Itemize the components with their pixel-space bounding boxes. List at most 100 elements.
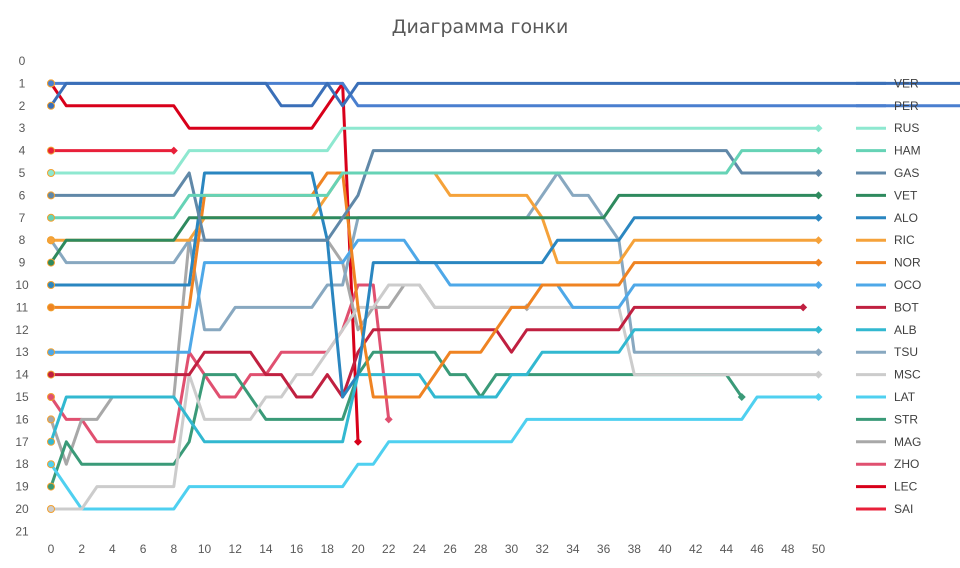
legend-label: LEC [894,480,918,494]
legend-item-bot: BOT [856,300,919,314]
legend-item-ric: RIC [856,233,915,247]
series-line-vet [49,193,820,265]
series-line-lat [49,395,820,511]
x-tick-label: 48 [781,542,795,556]
x-tick-label: 4 [109,542,116,556]
x-tick-label: 26 [443,542,457,556]
series-end-point [384,415,393,424]
series-start-point [47,415,55,424]
series-end-point [169,146,178,155]
x-tick-label: 30 [505,542,519,556]
y-tick-label: 14 [15,368,29,382]
series-start-point [47,169,55,177]
y-tick-label: 16 [15,412,29,426]
series-line-lec [49,81,360,444]
legend-item-alb: ALB [856,323,917,337]
x-tick-label: 40 [658,542,672,556]
y-tick-label: 8 [19,233,26,247]
legend-label: NOR [894,256,921,270]
series-end-point [814,213,823,222]
legend-label: ALO [894,211,918,225]
series-end-point [814,258,823,267]
legend-label: VET [894,188,918,202]
y-tick-label: 5 [19,166,26,180]
legend-item-lec: LEC [856,480,918,494]
legend-item-gas: GAS [856,166,919,180]
legend-item-lat: LAT [856,390,916,404]
series-start-point [47,393,55,401]
legend-item-oco: OCO [856,278,921,292]
legend-item-per: PER [856,99,919,113]
series-end-point [814,236,823,245]
series-end-point [799,303,808,312]
legend-item-alo: ALO [856,211,918,225]
legend-label: RIC [894,233,915,247]
x-tick-label: 50 [812,542,826,556]
x-tick-label: 36 [597,542,611,556]
series-start-point [47,146,55,155]
series-end-point [814,370,823,379]
series-end-point [814,146,823,155]
x-tick-label: 42 [689,542,703,556]
series-start-point [47,348,55,357]
series-line-gas [49,149,820,242]
legend-label: ALB [894,323,917,337]
x-tick-label: 44 [720,542,734,556]
y-tick-label: 20 [15,502,29,516]
legend-label: MAG [894,435,921,449]
legend-item-tsu: TSU [856,345,918,359]
series-line-nor [49,171,820,399]
legend-label: TSU [894,345,918,359]
legend-label: PER [894,99,919,113]
series-start-point [47,303,55,312]
x-tick-label: 10 [198,542,212,556]
series-line-ham [49,149,820,220]
x-tick-label: 8 [170,542,177,556]
y-tick-label: 10 [15,278,29,292]
legend-item-nor: NOR [856,256,921,270]
chart-title: Диаграмма гонки [391,16,569,38]
x-tick-label: 18 [321,542,335,556]
y-tick-label: 0 [19,54,26,68]
legend-label: OCO [894,278,921,292]
series-end-point [814,348,823,357]
legend-label: HAM [894,144,921,158]
y-tick-label: 15 [15,390,29,404]
legend-item-msc: MSC [856,368,921,382]
series-start-point [47,505,55,513]
legend-item-mag: MAG [856,435,921,449]
series-line-oco [49,238,820,354]
y-tick-label: 12 [15,323,29,337]
legend-label: RUS [894,121,919,135]
x-tick-label: 6 [140,542,147,556]
series-start-point [47,437,55,446]
legend: VER PER RUS HAM GAS VET ALO RIC NOR OCO BOT ALB TSU M… [856,76,921,516]
x-tick-label: 16 [290,542,304,556]
x-tick-label: 20 [351,542,365,556]
x-tick-label: 14 [259,542,273,556]
legend-label: GAS [894,166,919,180]
legend-label: VER [894,76,919,90]
series-end-point [814,124,823,133]
legend-label: STR [894,412,918,426]
x-axis-ticks: 0 2 4 6 8 10 12 14 16 18 20 22 24 26 28 30 32 34 36 38 40 42 4… [48,542,826,556]
y-tick-label: 1 [19,76,26,90]
series-end-point [814,191,823,200]
x-tick-label: 24 [413,542,427,556]
y-tick-label: 18 [15,457,29,471]
legend-label: LAT [894,390,916,404]
series-lines [47,79,960,513]
legend-label: ZHO [894,457,919,471]
series-end-point [814,325,823,334]
series-line-alb [49,328,820,444]
y-tick-label: 9 [19,256,26,270]
legend-label: SAI [894,502,913,516]
x-tick-label: 12 [229,542,243,556]
y-tick-label: 13 [15,345,29,359]
series-line-rus [49,126,820,175]
series-end-point [814,281,823,289]
series-line-alo [49,171,820,399]
